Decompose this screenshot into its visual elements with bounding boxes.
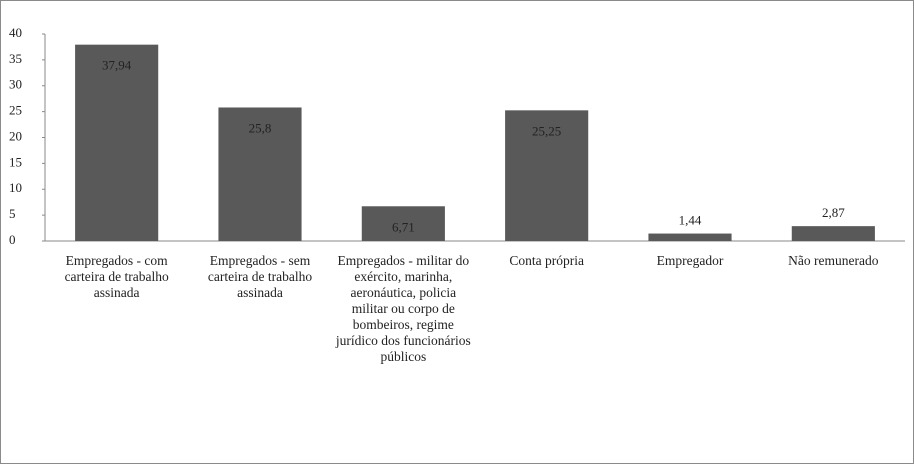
y-tick-label: 35 xyxy=(9,51,22,66)
y-tick-label: 15 xyxy=(9,154,22,169)
data-label: 25,25 xyxy=(532,123,561,138)
x-tick-label: Empregados - militar do exército, marinh… xyxy=(335,253,471,364)
x-tick-label: Empregados - sem carteira de trabalho as… xyxy=(207,253,313,300)
x-tick-label: Conta própria xyxy=(509,253,584,268)
x-tick-label: Não remunerado xyxy=(788,253,879,268)
bar xyxy=(648,233,732,241)
y-tick-label: 25 xyxy=(9,103,22,118)
bar xyxy=(361,206,445,241)
y-tick-label: 20 xyxy=(9,128,22,143)
data-label: 2,87 xyxy=(822,205,845,220)
x-tick-label: Empregador xyxy=(656,253,724,268)
bar xyxy=(218,107,302,241)
bar xyxy=(791,226,875,241)
y-tick-label: 5 xyxy=(9,206,16,221)
y-tick-label: 30 xyxy=(9,77,22,92)
x-tick-label: Empregados - com carteira de trabalho as… xyxy=(64,253,169,300)
y-tick-label: 40 xyxy=(9,25,22,40)
data-label: 37,94 xyxy=(102,58,132,73)
data-label: 1,44 xyxy=(679,213,702,228)
data-label: 25,8 xyxy=(249,120,272,135)
y-tick-label: 10 xyxy=(9,180,22,195)
bar xyxy=(75,44,159,242)
y-tick-label: 0 xyxy=(9,232,16,247)
data-label: 6,71 xyxy=(392,219,415,234)
bar xyxy=(505,110,589,241)
